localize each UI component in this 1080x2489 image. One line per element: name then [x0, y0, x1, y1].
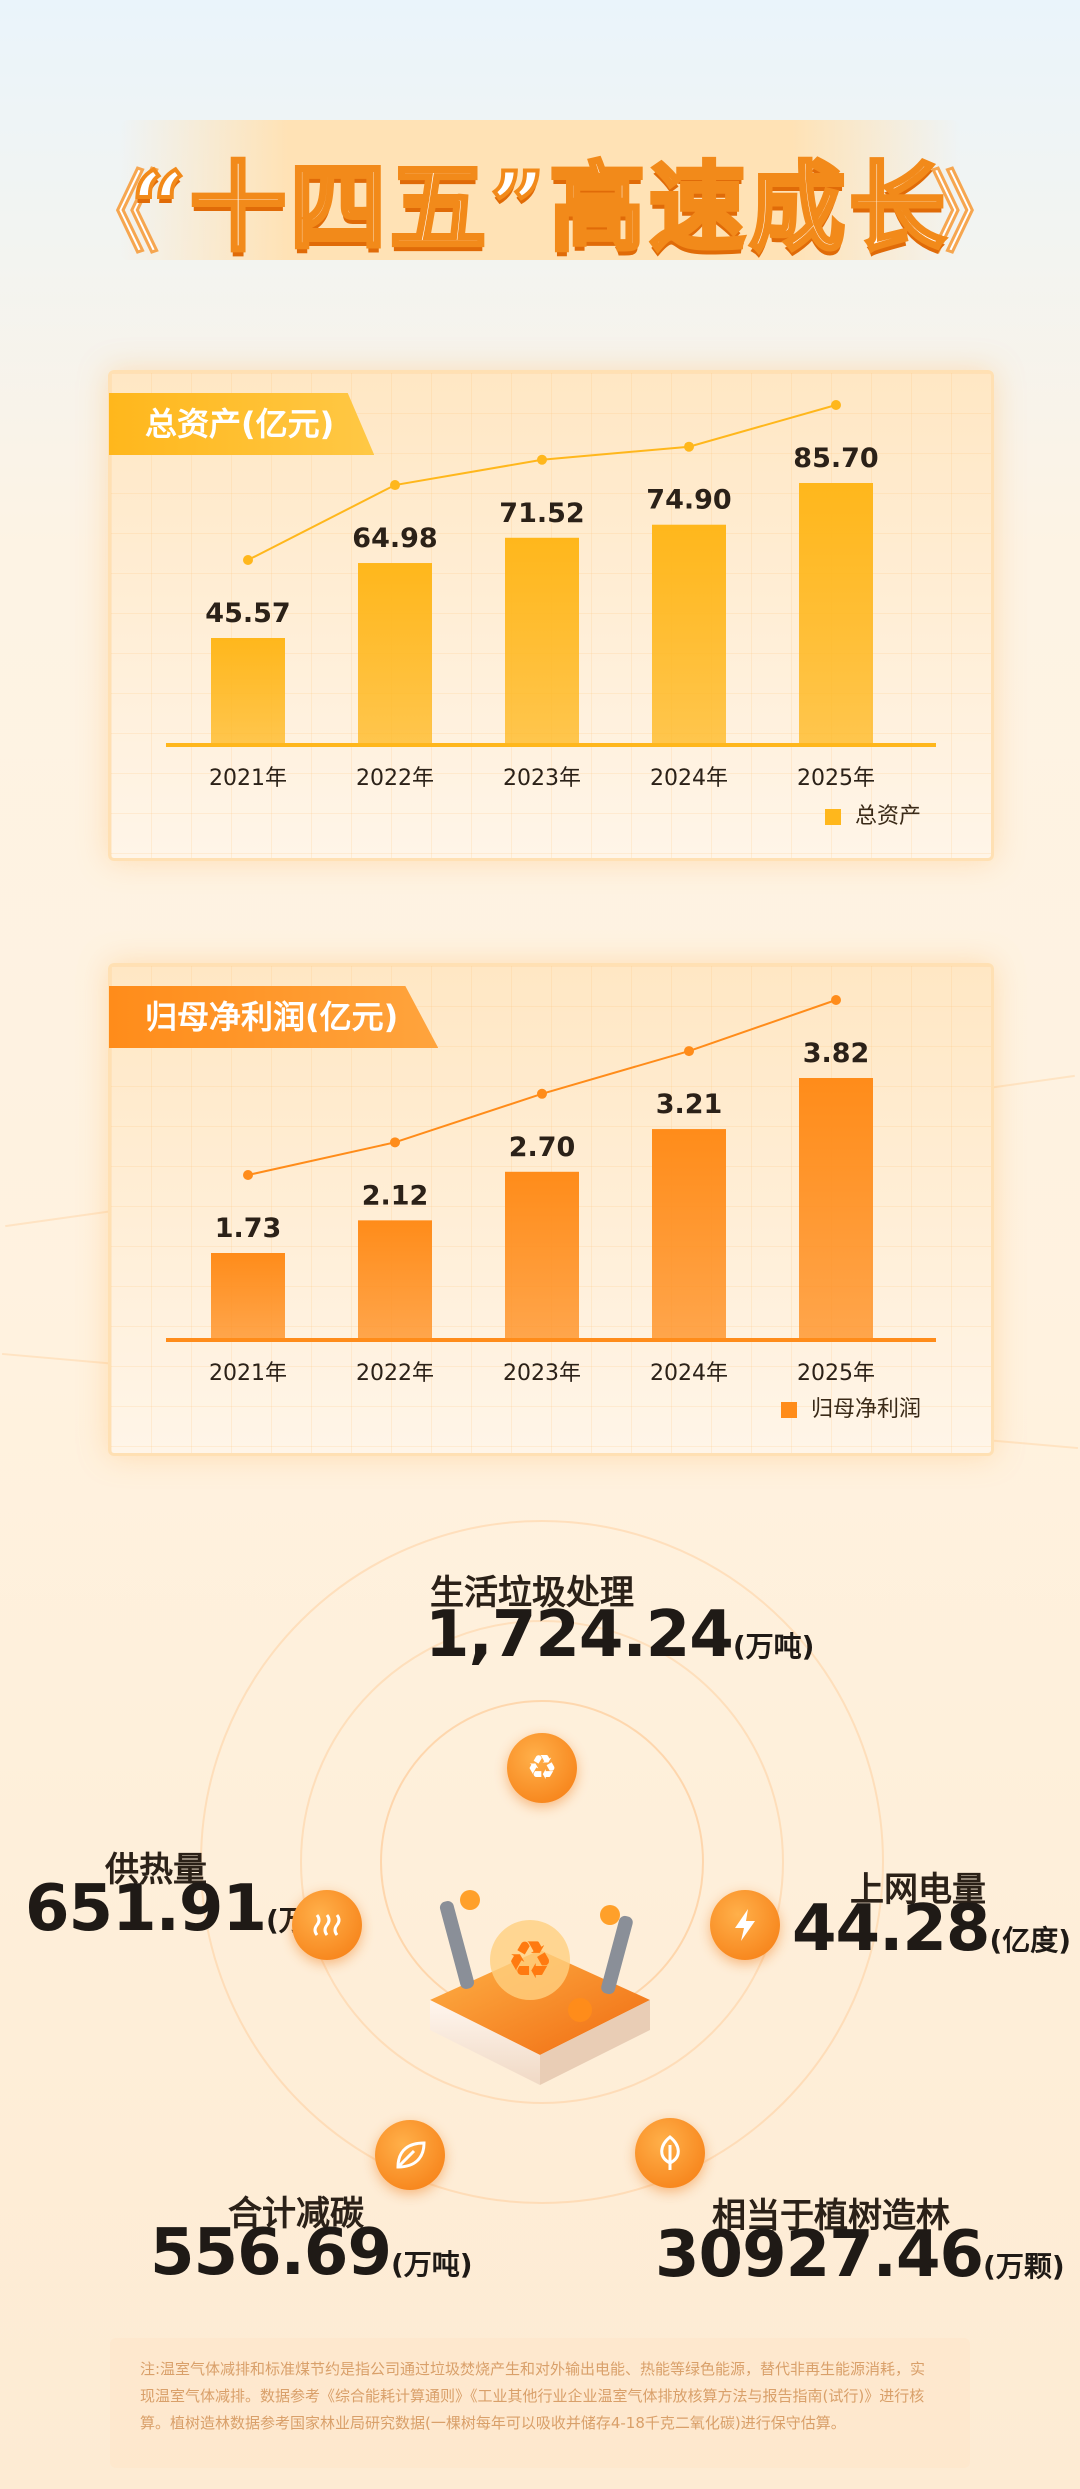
net-profit-title: 归母净利润(亿元) — [145, 998, 399, 1036]
power-title: 上网电量 — [850, 1870, 986, 1910]
left-chevron-icon: 《 — [69, 160, 162, 268]
x-tick-label: 2021年 — [209, 766, 287, 791]
trees-value: 30927.46 — [655, 2218, 984, 2292]
data-label: 64.98 — [352, 523, 437, 554]
x-tick-label: 2025年 — [797, 766, 875, 791]
x-tick-label: 2024年 — [650, 1361, 728, 1386]
chart-baseline — [166, 1338, 936, 1342]
svg-text:♻: ♻ — [507, 1931, 554, 1991]
data-label: 85.70 — [793, 443, 878, 474]
trend-line — [247, 404, 837, 561]
leaf-icon — [375, 2120, 445, 2190]
carbon-value: 556.69 — [150, 2216, 392, 2290]
x-tick-label: 2022年 — [356, 1361, 434, 1386]
legend-label: 总资产 — [854, 804, 921, 829]
trend-point — [390, 480, 400, 491]
carbon-stat: 556.69(万吨) — [150, 2216, 473, 2290]
carbon-title: 合计减碳 — [228, 2194, 364, 2234]
trend-point — [831, 400, 841, 410]
bar-2024年 — [652, 524, 726, 743]
decorative-ring — [200, 1520, 884, 2204]
robot-recycling-illustration: ♻ — [430, 1890, 650, 2085]
bar-2025年 — [799, 483, 873, 743]
trend-point — [537, 1088, 547, 1099]
right-chevron-icon: 》 — [929, 160, 1022, 268]
trend-point — [243, 1170, 253, 1180]
data-label: 71.52 — [499, 498, 584, 529]
legend-label: 归母净利润 — [810, 1397, 921, 1422]
total-assets-chart: 45.57 2021年 64.98 2022年 71.52 2023年 74.90 2024年… — [166, 400, 936, 791]
net-profit-chart: 1.73 2021年 2.12 2022年 2.70 2023年 3.21 2024年 3.82… — [166, 995, 936, 1386]
garbage-title: 生活垃圾处理 — [430, 1573, 634, 1613]
recycle-icon: ♻ — [507, 1733, 577, 1803]
x-tick-label: 2024年 — [650, 766, 728, 791]
trend-point — [243, 555, 253, 565]
heat-waves-icon — [292, 1890, 362, 1960]
bar-2025年 — [799, 1078, 873, 1338]
garbage-value: 1,724.24 — [425, 1598, 734, 1672]
total-assets-panel: 总资产(亿元) 45.57 2021年 64.98 2022年 71.52 2023年 74… — [108, 370, 994, 861]
trend-point — [537, 454, 547, 465]
bar-2022年 — [358, 1220, 432, 1338]
data-label: 3.21 — [656, 1089, 723, 1120]
bar-2021年 — [211, 638, 285, 743]
lightning-icon — [710, 1890, 780, 1960]
data-label: 2.70 — [509, 1132, 576, 1163]
net-profit-panel: 归母净利润(亿元) 1.73 2021年 2.12 2022年 2.70 2023年 3.2… — [108, 963, 994, 1456]
tag-stub — [87, 986, 101, 1048]
svg-text:♻: ♻ — [527, 1748, 557, 1788]
garbage-stat: 1,724.24(万吨) — [425, 1598, 814, 1672]
x-tick-label: 2023年 — [503, 766, 581, 791]
tag-stub — [87, 393, 101, 455]
bar-2022年 — [358, 563, 432, 743]
total-assets-title-tag: 总资产(亿元) — [109, 393, 375, 455]
page-title: “十四五”高速成长 — [129, 149, 950, 266]
power-unit: (亿度) — [989, 1924, 1072, 1957]
net-profit-title-tag: 归母净利润(亿元) — [109, 986, 439, 1048]
power-value: 44.28 — [792, 1892, 990, 1966]
bar-2023年 — [505, 537, 579, 743]
data-label: 45.57 — [205, 598, 290, 629]
x-tick-label: 2025年 — [797, 1361, 875, 1386]
trees-title: 相当于植树造林 — [712, 2196, 950, 2236]
bar-2023年 — [505, 1171, 579, 1338]
power-stat: 44.28(亿度) — [792, 1892, 1071, 1966]
heat-value: 651.91 — [25, 1872, 267, 1946]
net-profit-legend: 归母净利润 — [780, 1391, 921, 1423]
bar-2024年 — [652, 1129, 726, 1338]
x-tick-label: 2023年 — [503, 1361, 581, 1386]
x-tick-label: 2021年 — [209, 1361, 287, 1386]
heat-title: 供热量 — [105, 1850, 207, 1890]
trees-stat: 30927.46(万颗) — [655, 2218, 1065, 2292]
trend-point — [684, 441, 694, 452]
chart-baseline — [166, 743, 936, 747]
data-label: 1.73 — [215, 1213, 282, 1244]
data-label: 74.90 — [646, 485, 731, 516]
trend-point — [831, 995, 841, 1005]
data-label: 3.82 — [803, 1038, 870, 1069]
carbon-unit: (万吨) — [390, 2248, 473, 2281]
footnote: 注:温室气体减排和标准煤节约是指公司通过垃圾焚烧产生和对外输出电能、热能等绿色能… — [110, 2338, 970, 2468]
trees-unit: (万颗) — [983, 2250, 1065, 2283]
total-assets-title: 总资产(亿元) — [145, 405, 335, 443]
legend-swatch — [780, 1402, 797, 1418]
garbage-unit: (万吨) — [732, 1630, 815, 1663]
trend-point — [390, 1137, 400, 1148]
x-tick-label: 2022年 — [356, 766, 434, 791]
title-band — [120, 120, 960, 260]
total-assets-legend: 总资产 — [824, 798, 921, 830]
bar-2021年 — [211, 1253, 285, 1338]
data-label: 2.12 — [362, 1180, 429, 1211]
legend-swatch — [824, 809, 841, 825]
trend-point — [684, 1046, 694, 1057]
tree-icon — [635, 2118, 705, 2188]
